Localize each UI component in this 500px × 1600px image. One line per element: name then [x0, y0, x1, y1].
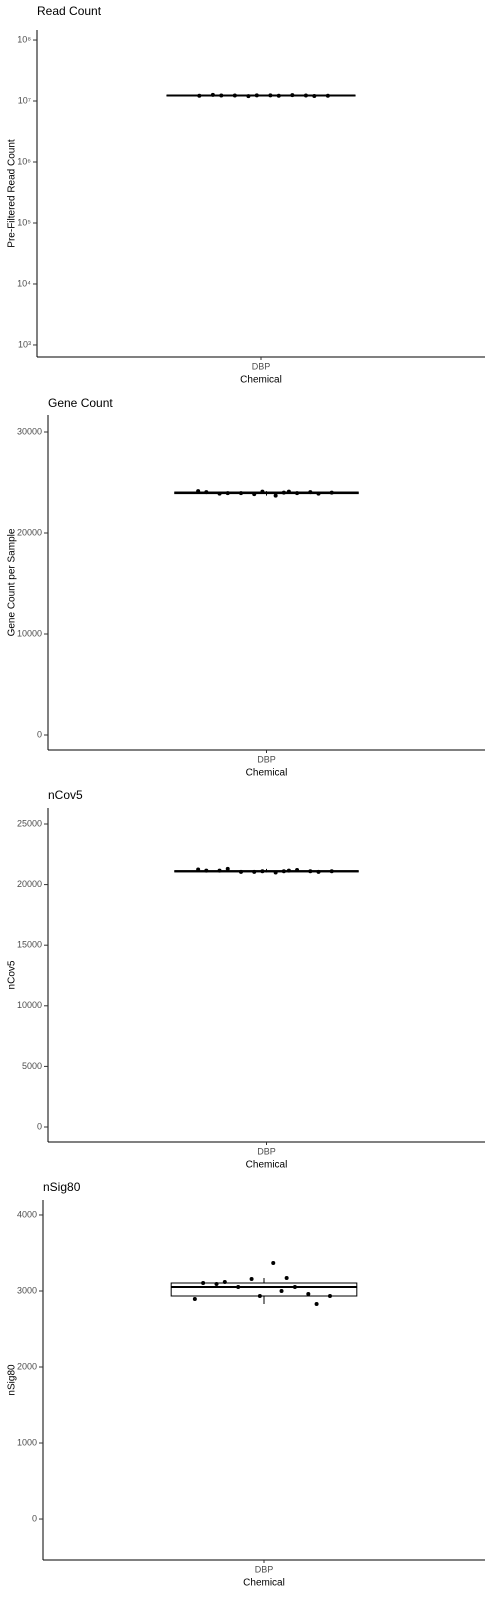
- point: [254, 93, 259, 98]
- point: [217, 491, 222, 496]
- y-tick-label: 0: [37, 1121, 42, 1131]
- y-tick-label: 3000: [17, 1285, 37, 1295]
- y-tick-label: 20000: [17, 879, 42, 889]
- point: [249, 1276, 254, 1281]
- y-tick-label: 30000: [17, 426, 42, 436]
- point: [279, 1288, 284, 1293]
- point: [214, 1281, 219, 1286]
- x-tick-label: DBP: [257, 1146, 276, 1156]
- box: [170, 1282, 358, 1297]
- y-tick-label: 10⁵: [17, 217, 31, 227]
- point: [329, 869, 334, 874]
- y-tick-label: 10⁴: [17, 278, 31, 288]
- point: [306, 1292, 311, 1297]
- point: [286, 868, 291, 873]
- point: [327, 1294, 332, 1299]
- x-tick-label: DBP: [255, 1564, 274, 1574]
- point: [192, 1296, 197, 1301]
- y-tick-label: 25000: [17, 818, 42, 828]
- point: [273, 870, 278, 875]
- point: [197, 93, 202, 98]
- point: [204, 868, 209, 873]
- x-axis-label: Chemical: [240, 375, 282, 386]
- point: [295, 868, 300, 873]
- y-tick-label: 10⁸: [17, 34, 31, 44]
- y-tick-label: 10³: [18, 339, 31, 349]
- y-tick-label: 10000: [17, 628, 42, 638]
- y-tick-label: 2000: [17, 1361, 37, 1371]
- y-tick-label: 20000: [17, 527, 42, 537]
- y-tick-label: 4000: [17, 1209, 37, 1219]
- point: [238, 869, 243, 874]
- y-tick-label: 10⁷: [18, 95, 31, 105]
- point: [295, 491, 300, 496]
- point: [281, 869, 286, 874]
- point: [316, 869, 321, 874]
- point: [225, 866, 230, 871]
- point: [273, 493, 278, 498]
- y-axis-label: Gene Count per Sample: [7, 528, 18, 636]
- y-tick-label: 5000: [22, 1061, 42, 1071]
- point: [232, 93, 237, 98]
- point: [325, 93, 330, 98]
- point: [276, 93, 281, 98]
- point: [308, 869, 313, 874]
- point: [196, 867, 201, 872]
- y-tick-label: 15000: [17, 940, 42, 950]
- point: [246, 94, 251, 99]
- point: [260, 489, 265, 494]
- point: [303, 93, 308, 98]
- chart-title: Gene Count: [48, 396, 113, 410]
- point: [312, 93, 317, 98]
- point: [252, 492, 257, 497]
- point: [260, 869, 265, 874]
- point: [268, 93, 273, 98]
- y-axis-label: Pre-Filtered Read Count: [7, 139, 18, 248]
- point: [286, 489, 291, 494]
- point: [210, 92, 215, 97]
- chart-title: nSig80: [43, 1180, 81, 1194]
- point: [290, 93, 295, 98]
- x-tick-label: DBP: [252, 361, 271, 371]
- point: [236, 1284, 241, 1289]
- point: [314, 1301, 319, 1306]
- y-tick-label: 10000: [17, 1000, 42, 1010]
- point: [252, 869, 257, 874]
- point: [316, 491, 321, 496]
- point: [281, 490, 286, 495]
- point: [225, 491, 230, 496]
- point: [329, 490, 334, 495]
- chart-title: Read Count: [37, 4, 102, 18]
- point: [292, 1284, 297, 1289]
- y-axis-label: nSig80: [7, 1364, 18, 1396]
- point: [271, 1261, 276, 1266]
- point: [284, 1275, 289, 1280]
- point: [219, 93, 224, 98]
- y-tick-label: 0: [32, 1513, 37, 1523]
- x-axis-label: Chemical: [243, 1578, 285, 1589]
- y-axis-label: nCov5: [7, 960, 18, 989]
- point: [204, 490, 209, 495]
- x-tick-label: DBP: [257, 754, 276, 764]
- point: [308, 490, 313, 495]
- point: [238, 491, 243, 496]
- point: [217, 868, 222, 873]
- y-tick-label: 1000: [17, 1437, 37, 1447]
- y-tick-label: 10⁶: [17, 156, 31, 166]
- point: [222, 1280, 227, 1285]
- point: [201, 1281, 206, 1286]
- chart-title: nCov5: [48, 788, 83, 802]
- point: [257, 1294, 262, 1299]
- x-axis-label: Chemical: [246, 768, 288, 779]
- x-axis-label: Chemical: [246, 1160, 288, 1171]
- point: [196, 489, 201, 494]
- y-tick-label: 0: [37, 729, 42, 739]
